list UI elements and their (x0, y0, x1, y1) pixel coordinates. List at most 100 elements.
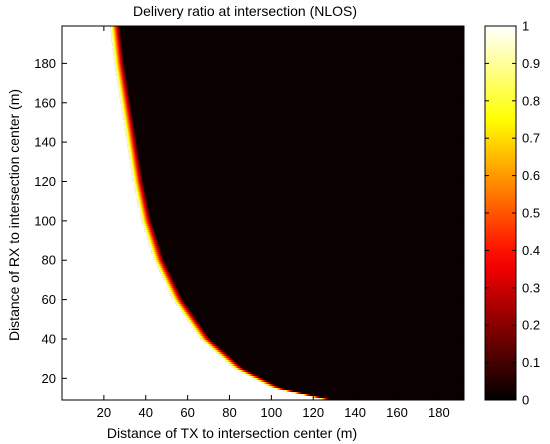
heatmap-row-transition (114, 62, 125, 65)
heatmap-row-transition (114, 64, 125, 67)
heatmap-row-transition (178, 306, 189, 309)
heatmap-row-transition (171, 296, 182, 299)
heatmap-row-high (62, 396, 311, 399)
heatmap-row-transition (202, 340, 213, 343)
heatmap-row-high (62, 94, 120, 97)
heatmap-row-high (62, 250, 152, 253)
heatmap-row-high (62, 36, 112, 39)
heatmap-row-high (62, 30, 111, 33)
heatmap-row-transition (129, 158, 140, 161)
heatmap-row-high (62, 90, 119, 93)
heatmap-row-transition (196, 332, 207, 335)
heatmap-row-high (62, 340, 203, 343)
heatmap-row-transition (162, 276, 173, 279)
heatmap-row-transition (113, 56, 124, 59)
heatmap-row-transition (137, 200, 148, 203)
heatmap-row-transition (120, 100, 131, 103)
heatmap-row-high (62, 130, 126, 133)
heatmap-row-high (62, 100, 121, 103)
heatmap-row-high (62, 296, 172, 299)
heatmap-row-transition (274, 388, 285, 391)
heatmap-row-high (62, 192, 136, 195)
heatmap-row-transition (122, 116, 133, 119)
heatmap-row-transition (110, 30, 121, 33)
heatmap-row-high (62, 78, 117, 81)
y-tick-label: 80 (42, 253, 56, 268)
heatmap-row-transition (292, 392, 303, 395)
heatmap-row-high (62, 52, 114, 55)
heatmap-row-transition (129, 160, 140, 163)
heatmap-row-transition (145, 232, 156, 235)
heatmap-row-high (62, 66, 115, 69)
heatmap-row-high (62, 202, 138, 205)
heatmap-row-high (62, 138, 127, 141)
heatmap-row-high (62, 34, 112, 37)
x-tick-label: 20 (97, 405, 111, 420)
heatmap-row-high (62, 314, 184, 317)
heatmap-row-transition (146, 234, 157, 237)
heatmap-row-high (62, 276, 163, 279)
heatmap-row-high (62, 242, 149, 245)
heatmap-row-transition (113, 52, 124, 55)
heatmap-row-high (62, 374, 247, 377)
heatmap-row-high (62, 88, 119, 91)
colorbar: 0 0.1 0.2 0.3 0.4 0.5 0.6 0.7 0.8 0.9 1 (484, 19, 540, 408)
heatmap-row-transition (242, 372, 253, 375)
heatmap-row-high (62, 280, 165, 283)
heatmap-row-transition (152, 254, 163, 257)
heatmap-row-high (62, 126, 125, 129)
heatmap-row-transition (131, 168, 142, 171)
heatmap-row-transition (170, 294, 181, 297)
heatmap-row-transition (246, 374, 257, 377)
heatmap-row-high (62, 378, 254, 381)
heatmap-row-high (62, 334, 198, 337)
heatmap-row-high (62, 196, 137, 199)
heatmap-row-transition (261, 382, 272, 385)
heatmap-row-high (62, 286, 167, 289)
colorbar-tick-label: 0.5 (522, 206, 540, 221)
heatmap-cells (62, 26, 330, 400)
heatmap-row-transition (166, 286, 177, 289)
heatmap-row-high (62, 288, 168, 291)
heatmap-row-high (62, 372, 243, 375)
heatmap-row-high (62, 328, 194, 331)
heatmap-row-high (62, 104, 121, 107)
heatmap-row-high (62, 230, 145, 233)
heatmap-row-high (62, 322, 190, 325)
heatmap-row-high (62, 246, 150, 249)
heatmap-row-high (62, 140, 127, 143)
heatmap-row-high (62, 62, 115, 65)
heatmap-row-high (62, 56, 114, 59)
heatmap-row-high (62, 128, 125, 131)
heatmap-row-transition (119, 92, 130, 95)
heatmap-row-high (62, 274, 162, 277)
heatmap-row-high (62, 234, 147, 237)
heatmap-row-high (62, 186, 135, 189)
heatmap-row-transition (136, 196, 147, 199)
heatmap-row-transition (198, 336, 209, 339)
heatmap-row-transition (153, 256, 164, 259)
heatmap-row-high (62, 150, 129, 153)
heatmap-row-high (62, 248, 151, 251)
heatmap-row-high (62, 50, 113, 53)
heatmap-row-transition (220, 356, 231, 359)
heatmap-row-high (62, 346, 210, 349)
heatmap-row-high (62, 384, 266, 387)
heatmap-row-high (62, 146, 128, 149)
heatmap-row-high (62, 84, 118, 87)
heatmap-row-transition (124, 128, 135, 131)
heatmap-row-transition (158, 268, 169, 271)
heatmap-row-transition (112, 48, 123, 51)
heatmap-row-high (62, 256, 154, 259)
heatmap-row-high (62, 48, 113, 51)
heatmap-row-transition (149, 246, 160, 249)
heatmap-row-high (62, 336, 199, 339)
heatmap-row-high (62, 86, 119, 89)
heatmap-row-high (62, 32, 111, 35)
heatmap-row-high (62, 364, 230, 367)
heatmap-row-transition (253, 378, 264, 381)
colorbar-tick-label: 0.8 (522, 93, 540, 108)
heatmap-row-high (62, 298, 173, 301)
heatmap-row-transition (216, 352, 227, 355)
heatmap-row-transition (132, 174, 143, 177)
